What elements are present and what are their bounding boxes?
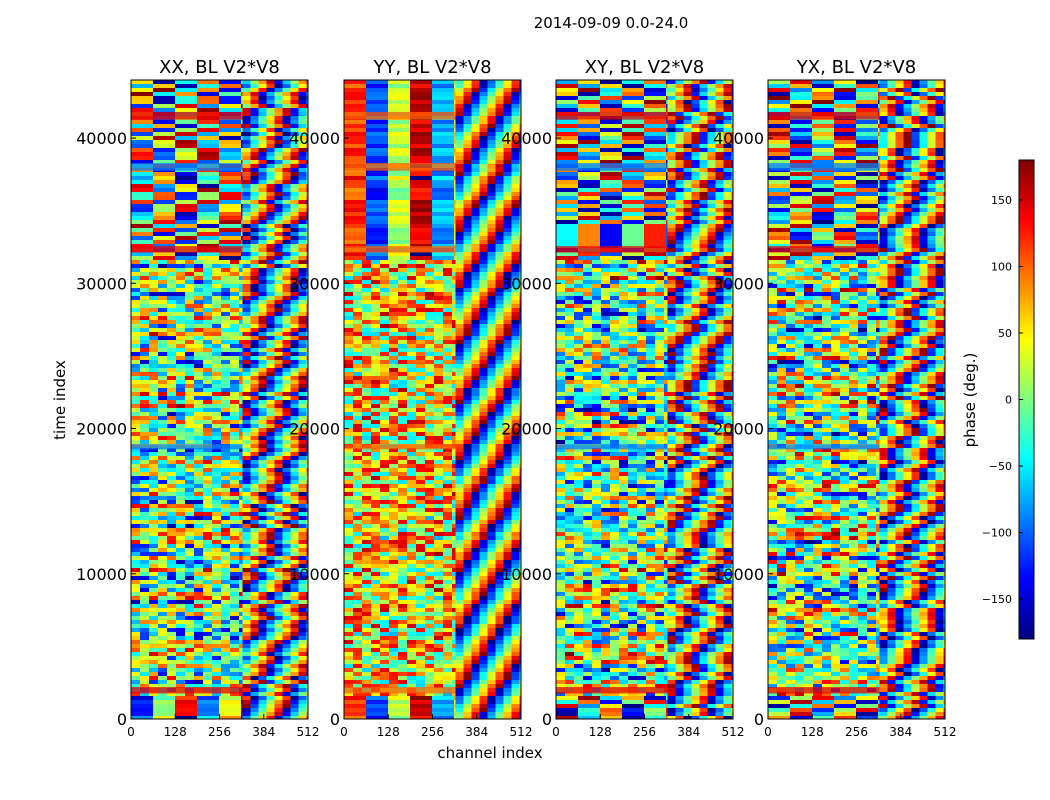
- colorbar-tick-label: −150: [982, 593, 1012, 606]
- x-tick-label: 0: [127, 725, 135, 739]
- panel-xx: XX, BL V2*V8 0 128 256 384 512 0 10000 20000 3000…: [76, 57, 319, 739]
- panel-title: YX, BL V2*V8: [796, 57, 916, 78]
- panel-title: XY, BL V2*V8: [585, 57, 704, 78]
- x-tick-label: 0: [764, 725, 772, 739]
- y-tick-label: 30000: [501, 274, 552, 293]
- y-tick-label: 20000: [713, 420, 764, 439]
- y-tick-label: 0: [330, 710, 340, 729]
- x-tick-label: 128: [801, 725, 824, 739]
- colorbar-tick-label: 0: [1005, 394, 1012, 407]
- x-tick-label: 512: [934, 725, 957, 739]
- x-tick-label: 128: [164, 725, 187, 739]
- panel-yx: YX, BL V2*V8 0 128 256 384 512 0 10000 20000 3000…: [713, 57, 956, 739]
- y-tick-label: 20000: [501, 420, 552, 439]
- colorbar-tick-label: 150: [991, 194, 1012, 207]
- y-tick-label: 40000: [713, 129, 764, 148]
- x-tick-label: 512: [510, 725, 533, 739]
- figure-suptitle: 2014-09-09 0.0-24.0: [534, 14, 689, 32]
- x-tick-label: 512: [722, 725, 745, 739]
- y-tick-label: 30000: [713, 274, 764, 293]
- x-tick-label: 384: [252, 725, 275, 739]
- panels: XX, BL V2*V8 0 128 256 384 512 0 10000 20000 3000…: [76, 57, 956, 739]
- x-tick-label: 512: [297, 725, 320, 739]
- panel-title: XX, BL V2*V8: [159, 57, 280, 78]
- y-tick-label: 0: [117, 710, 127, 729]
- x-tick-label: 384: [677, 725, 700, 739]
- y-tick-label: 10000: [289, 565, 340, 584]
- colorbar-tick-label: 50: [998, 327, 1012, 340]
- heatmap-image: [556, 80, 733, 719]
- y-tick-label: 40000: [501, 129, 552, 148]
- y-tick-label: 40000: [289, 129, 340, 148]
- colorbar-tick-label: 100: [991, 260, 1012, 273]
- x-tick-label: 384: [889, 725, 912, 739]
- y-tick-label: 0: [754, 710, 764, 729]
- y-tick-label: 0: [542, 710, 552, 729]
- y-tick-label: 40000: [76, 129, 127, 148]
- colorbar: −150 −100 −50 0 50 100 150 phase (deg.): [961, 159, 1035, 640]
- heatmap-image: [131, 80, 308, 719]
- colorbar-label: phase (deg.): [961, 353, 979, 448]
- colorbar-tick-label: −100: [982, 527, 1012, 540]
- x-tick-label: 256: [633, 725, 656, 739]
- y-tick-label: 30000: [76, 274, 127, 293]
- heatmap-image: [344, 80, 521, 719]
- panel-title: YY, BL V2*V8: [372, 57, 491, 78]
- x-tick-label: 256: [845, 725, 868, 739]
- y-tick-label: 30000: [289, 274, 340, 293]
- x-tick-label: 0: [552, 725, 560, 739]
- x-tick-label: 128: [377, 725, 400, 739]
- y-tick-label: 10000: [501, 565, 552, 584]
- y-tick-label: 10000: [713, 565, 764, 584]
- y-tick-label: 20000: [76, 420, 127, 439]
- x-tick-label: 256: [421, 725, 444, 739]
- colorbar-tick-label: −50: [989, 460, 1012, 473]
- x-tick-label: 128: [589, 725, 612, 739]
- x-tick-label: 256: [208, 725, 231, 739]
- panel-xy: XY, BL V2*V8 0 128 256 384 512 0 10000 20000 3000…: [501, 57, 744, 739]
- x-tick-label: 0: [340, 725, 348, 739]
- y-axis-label: time index: [51, 360, 69, 440]
- y-tick-label: 20000: [289, 420, 340, 439]
- heatmap-image: [768, 80, 945, 719]
- panel-yy: YY, BL V2*V8 0 128 256 384 512 0 10000 20000 3000…: [289, 57, 532, 739]
- y-tick-label: 10000: [76, 565, 127, 584]
- x-axis-label: channel index: [437, 744, 542, 762]
- x-tick-label: 384: [465, 725, 488, 739]
